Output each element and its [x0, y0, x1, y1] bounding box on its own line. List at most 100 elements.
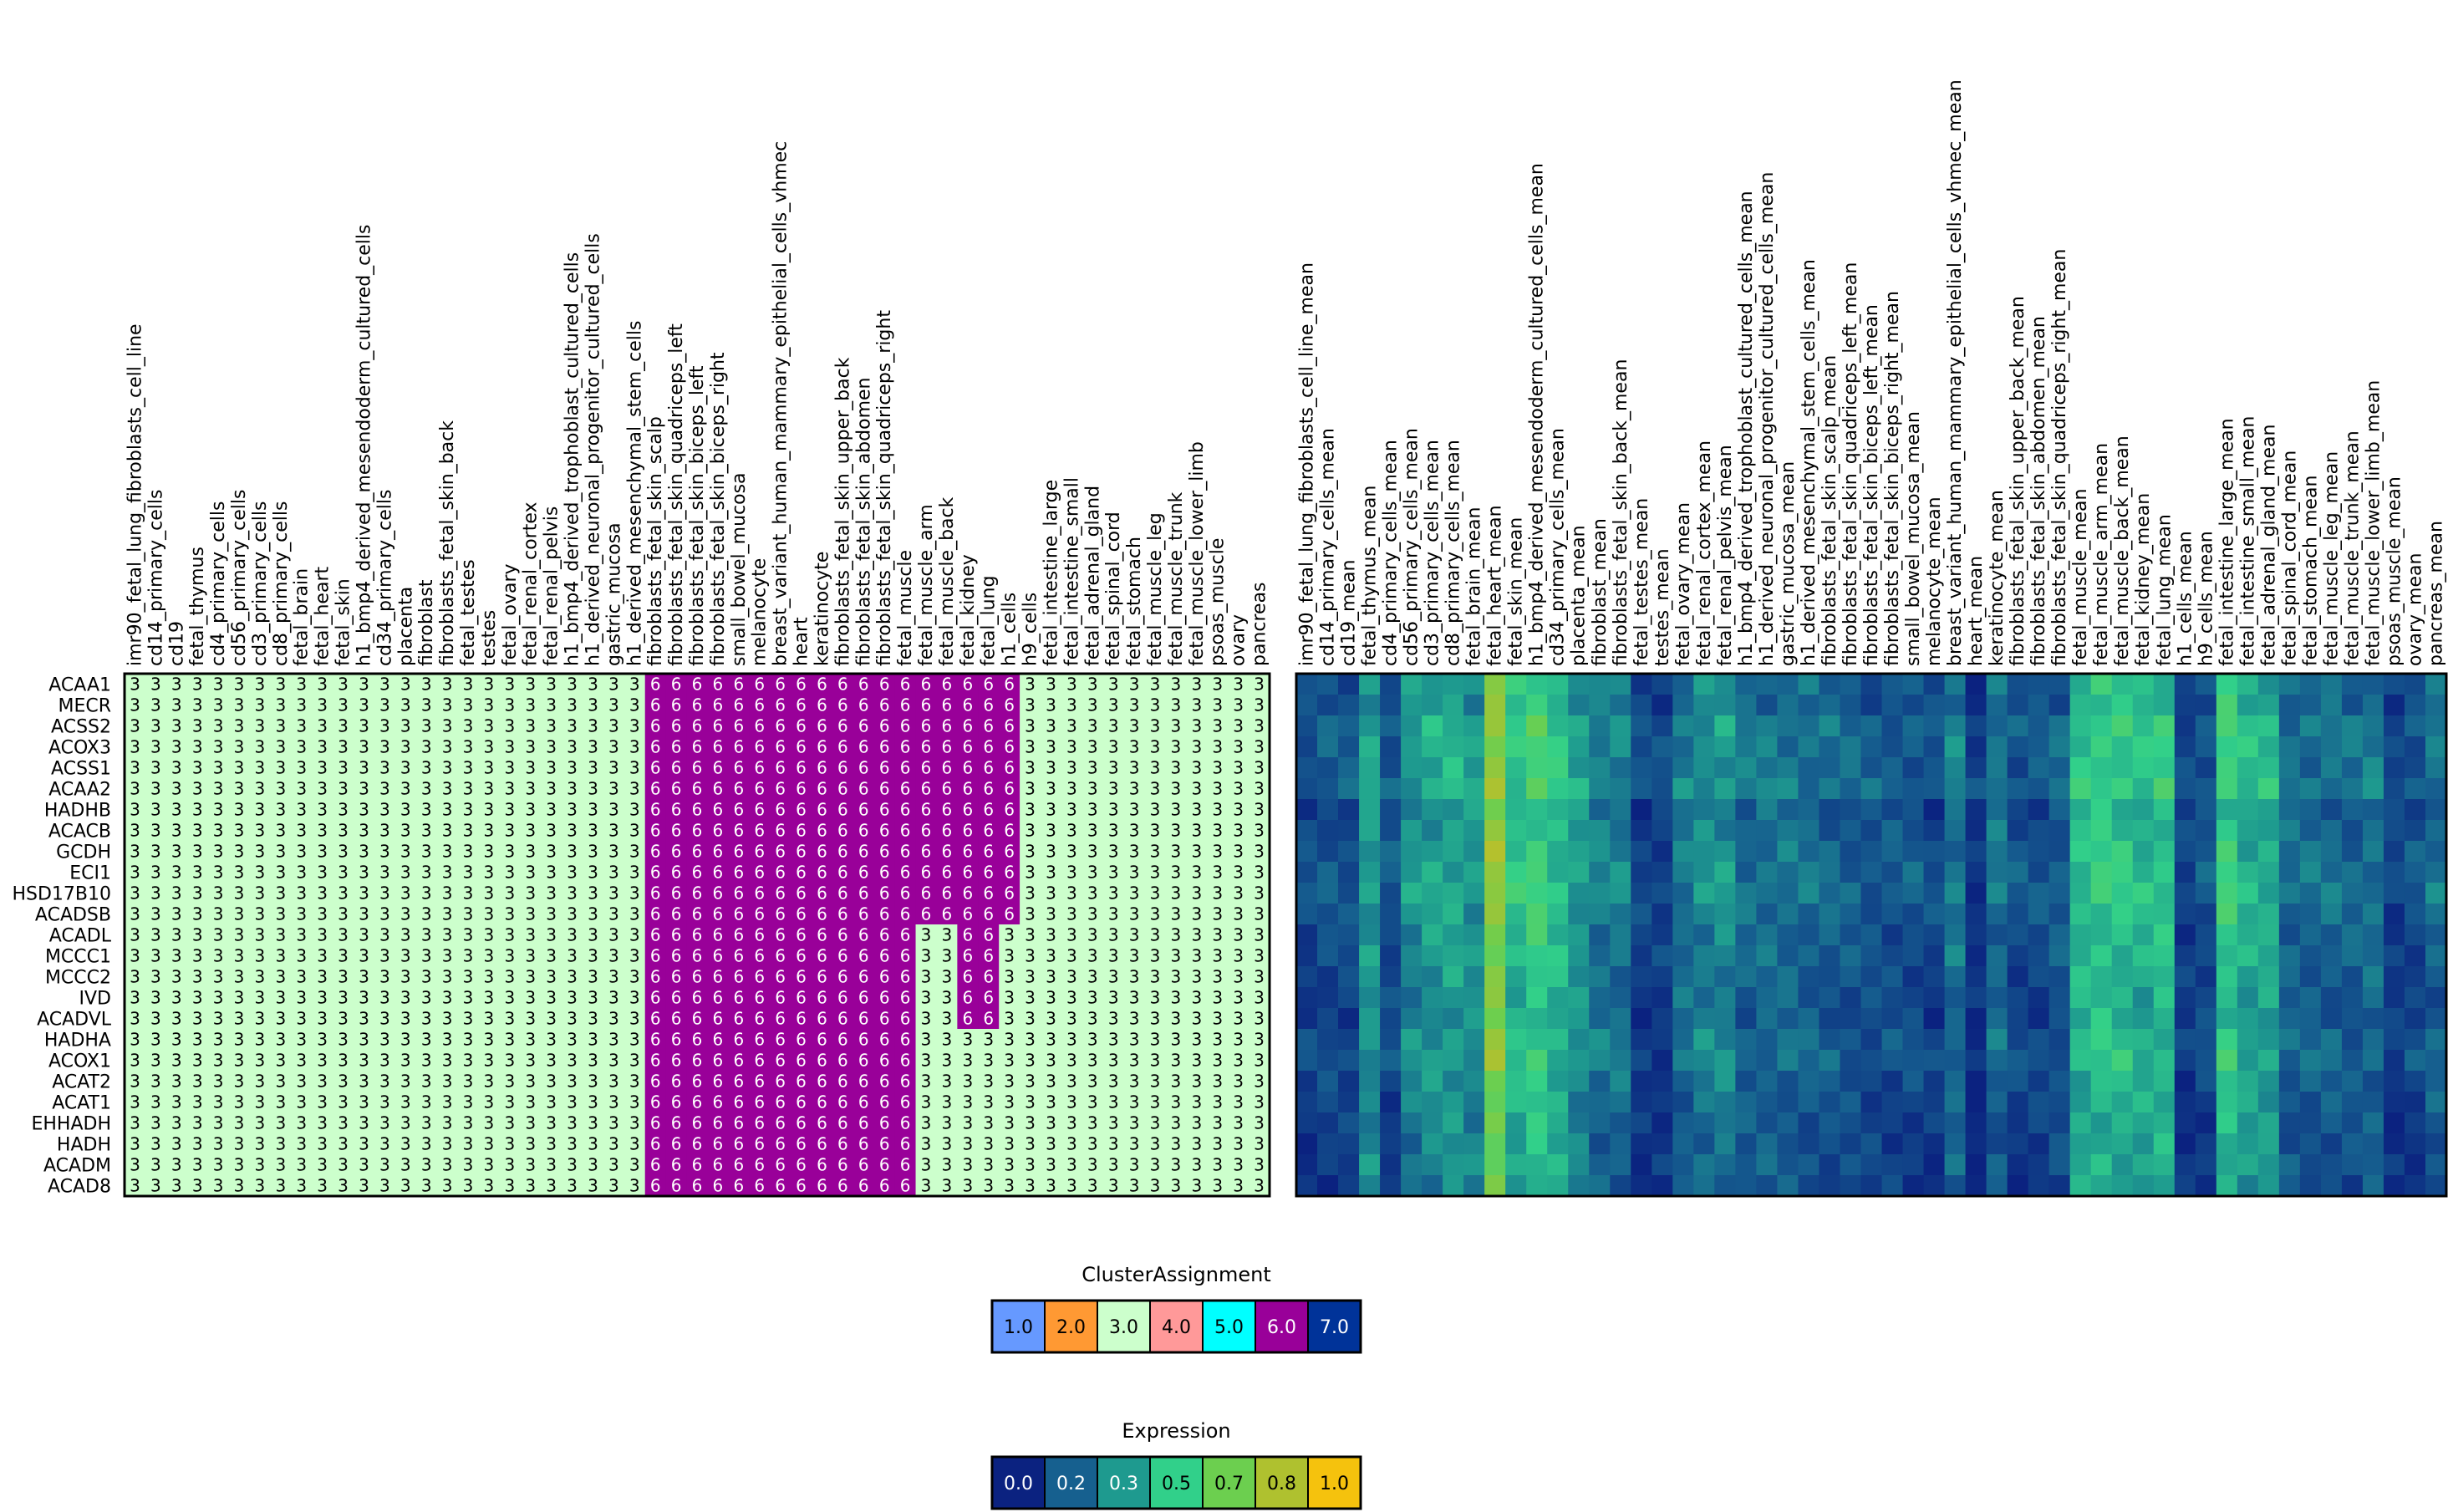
cluster-cell-value: 6 [733, 967, 744, 987]
expression-cell [2007, 1008, 2029, 1030]
cluster-cell-value: 3 [338, 821, 349, 841]
expression-cell [2195, 966, 2217, 988]
cluster-cell-value: 3 [1150, 1155, 1161, 1175]
expression-cell [1568, 924, 1590, 946]
expression-cell [2341, 778, 2364, 800]
cluster-cell-value: 3 [130, 988, 140, 1008]
cluster-cell [562, 695, 583, 716]
cluster-cell [1061, 799, 1083, 821]
cluster-cell-value: 3 [629, 1134, 640, 1154]
cluster-cell-value: 3 [1046, 716, 1056, 736]
expression-cell [1923, 1112, 1946, 1134]
cluster-cell-value: 3 [442, 716, 453, 736]
cluster-cell-value: 6 [817, 716, 827, 736]
cluster-cell-value: 3 [213, 1113, 224, 1133]
cluster-cell-value: 3 [130, 883, 140, 904]
expression-cell [1944, 799, 1967, 821]
cluster-cell-value: 6 [817, 779, 827, 799]
cluster-cell-value: 6 [858, 842, 869, 862]
expression-cell [2425, 862, 2447, 883]
column-label: placenta [395, 587, 416, 666]
expression-cell [1714, 1029, 1736, 1051]
cluster-cell-value: 3 [171, 1092, 182, 1112]
cluster-cell-value: 3 [1046, 675, 1056, 695]
expression-cell [1526, 715, 1548, 737]
cluster-cell [333, 757, 354, 779]
expression-cell [2090, 883, 2113, 904]
cluster-cell-value: 3 [921, 1051, 932, 1071]
cluster-cell [603, 820, 625, 842]
cluster-cell [770, 674, 791, 695]
cluster-cell-value: 6 [733, 863, 744, 883]
cluster-cell [333, 799, 354, 821]
expression-cell [2007, 966, 2029, 988]
expression-cell [2007, 1112, 2029, 1134]
expression-cell [2090, 841, 2113, 863]
expression-cell [2425, 1154, 2447, 1176]
cluster-cell-value: 6 [942, 695, 953, 715]
expression-cell [1840, 736, 1861, 758]
cluster-cell-value: 6 [900, 1176, 911, 1196]
expression-cell [2090, 1071, 2113, 1092]
expression-cell [1631, 904, 1652, 925]
expression-cell [2216, 820, 2238, 842]
cluster-cell [1186, 757, 1208, 779]
expression-cell [1443, 778, 1464, 800]
cluster-cell [1020, 674, 1041, 695]
expression-cell [2153, 1050, 2176, 1072]
expression-cell [2028, 883, 2050, 904]
cluster-cell-value: 6 [754, 1092, 765, 1112]
expression-cell [1944, 757, 1967, 779]
cluster-cell-value: 6 [983, 967, 994, 987]
cluster-cell-value: 3 [421, 863, 432, 883]
expression-cell [2048, 987, 2071, 1009]
cluster-cell-value: 6 [650, 1051, 661, 1071]
expression-cell [1631, 924, 1652, 946]
cluster-cell [665, 715, 688, 737]
cluster-cell-value: 6 [879, 1072, 890, 1092]
cluster-cell [1123, 736, 1146, 758]
cluster-cell-value: 3 [1087, 863, 1098, 883]
cluster-cell-value: 6 [858, 1092, 869, 1112]
cluster-cell-value: 3 [421, 883, 432, 904]
cluster-cell-value: 6 [983, 863, 994, 883]
cluster-cell-value: 3 [629, 758, 640, 778]
cluster-cell [1144, 757, 1166, 779]
expression-cell [2278, 1175, 2301, 1197]
cluster-cell-value: 6 [983, 800, 994, 820]
cluster-cell-value: 6 [837, 800, 848, 820]
expression-cell [1610, 987, 1631, 1009]
expression-cell [1756, 924, 1778, 946]
expression-cell [1589, 1112, 1611, 1134]
expression-cell [1923, 1050, 1946, 1072]
expression-cell [2237, 1008, 2259, 1030]
cluster-cell [1061, 715, 1083, 737]
cluster-cell [1102, 674, 1125, 695]
expression-cell [2028, 1029, 2050, 1051]
expression-cell [1902, 862, 1925, 883]
expression-cell [1589, 799, 1611, 821]
column-label: fetal_ovary_mean [1673, 502, 1694, 666]
cluster-cell-value: 3 [1129, 1030, 1140, 1050]
cluster-cell-value: 3 [1087, 1072, 1098, 1092]
column-label: keratinocyte [812, 552, 832, 666]
expression-cell [2007, 799, 2029, 821]
cluster-cell-value: 3 [255, 695, 266, 715]
column-label: fibroblasts_fetal_skin_biceps_right_mean [1882, 291, 1903, 666]
cluster-cell [354, 778, 375, 800]
cluster-cell-value: 3 [1025, 842, 1036, 862]
cluster-cell [603, 778, 625, 800]
cluster-cell-value: 6 [692, 1092, 703, 1112]
cluster-cell-value: 3 [1108, 758, 1119, 778]
cluster-cell [562, 778, 583, 800]
cluster-cell-value: 3 [567, 988, 578, 1008]
cluster-cell-value: 3 [275, 1072, 286, 1092]
expression-cell [1777, 966, 1799, 988]
cluster-cell-value: 3 [255, 779, 266, 799]
cluster-cell-value: 3 [546, 946, 557, 966]
cluster-cell-value: 3 [1254, 967, 1265, 987]
expression-cell [2320, 1112, 2343, 1134]
cluster-cell-value: 6 [858, 988, 869, 1008]
expression-cell [1463, 778, 1485, 800]
expression-cell [2195, 715, 2217, 737]
